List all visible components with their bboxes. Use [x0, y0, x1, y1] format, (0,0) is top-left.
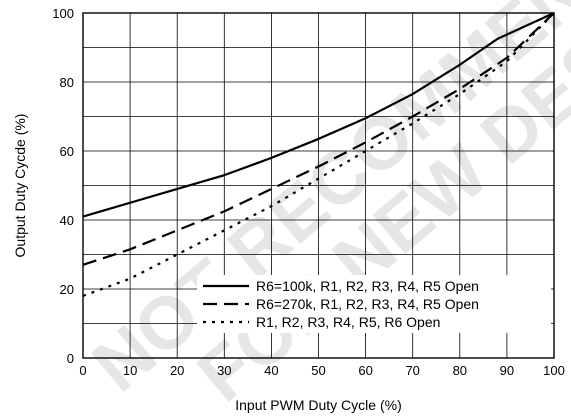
x-axis-label: Input PWM Duty Cycle (%) — [235, 397, 401, 413]
x-tick-label: 70 — [405, 363, 419, 378]
watermark-line1: NOT RECOMMENDED — [77, 0, 571, 407]
x-tick-label: 80 — [453, 363, 467, 378]
tick-labels: 0 10 20 30 40 50 60 70 80 90 100 0 20 40 60 80 100 — [52, 6, 565, 378]
x-tick-label: 100 — [543, 363, 565, 378]
x-tick-label: 90 — [500, 363, 514, 378]
legend: R6=100k, R1, R2, R3, R4, R5 Open R6=270k,… — [197, 275, 551, 333]
y-tick-label: 60 — [60, 144, 74, 159]
y-tick-label: 40 — [60, 213, 74, 228]
legend-background — [197, 275, 551, 333]
x-tick-label: 30 — [217, 363, 231, 378]
y-axis-label: Output Duty Cycde (%) — [12, 114, 28, 258]
series-lines — [82, 11, 555, 297]
series-line-3 — [82, 12, 555, 297]
series-line-1 — [82, 11, 555, 218]
legend-label-3: R1, R2, R3, R4, R5, R6 Open — [256, 314, 440, 330]
plot-frame — [82, 12, 555, 359]
y-tick-label: 20 — [60, 282, 74, 297]
x-tick-label: 0 — [79, 363, 86, 378]
y-tick-label: 0 — [67, 351, 74, 366]
x-tick-label: 50 — [311, 363, 325, 378]
watermark: NOT RECOMMENDED FOR NEW DESIGN — [77, 0, 571, 417]
series-line-2 — [82, 12, 555, 266]
x-tick-label: 60 — [358, 363, 372, 378]
legend-label-1: R6=100k, R1, R2, R3, R4, R5 Open — [256, 278, 479, 294]
x-tick-label: 10 — [123, 363, 137, 378]
x-tick-label: 20 — [170, 363, 184, 378]
y-tick-label: 100 — [52, 6, 74, 21]
legend-label-2: R6=270k, R1, R2, R3, R4, R5 Open — [256, 296, 479, 312]
x-tick-label: 40 — [264, 363, 278, 378]
y-tick-label: 80 — [60, 75, 74, 90]
